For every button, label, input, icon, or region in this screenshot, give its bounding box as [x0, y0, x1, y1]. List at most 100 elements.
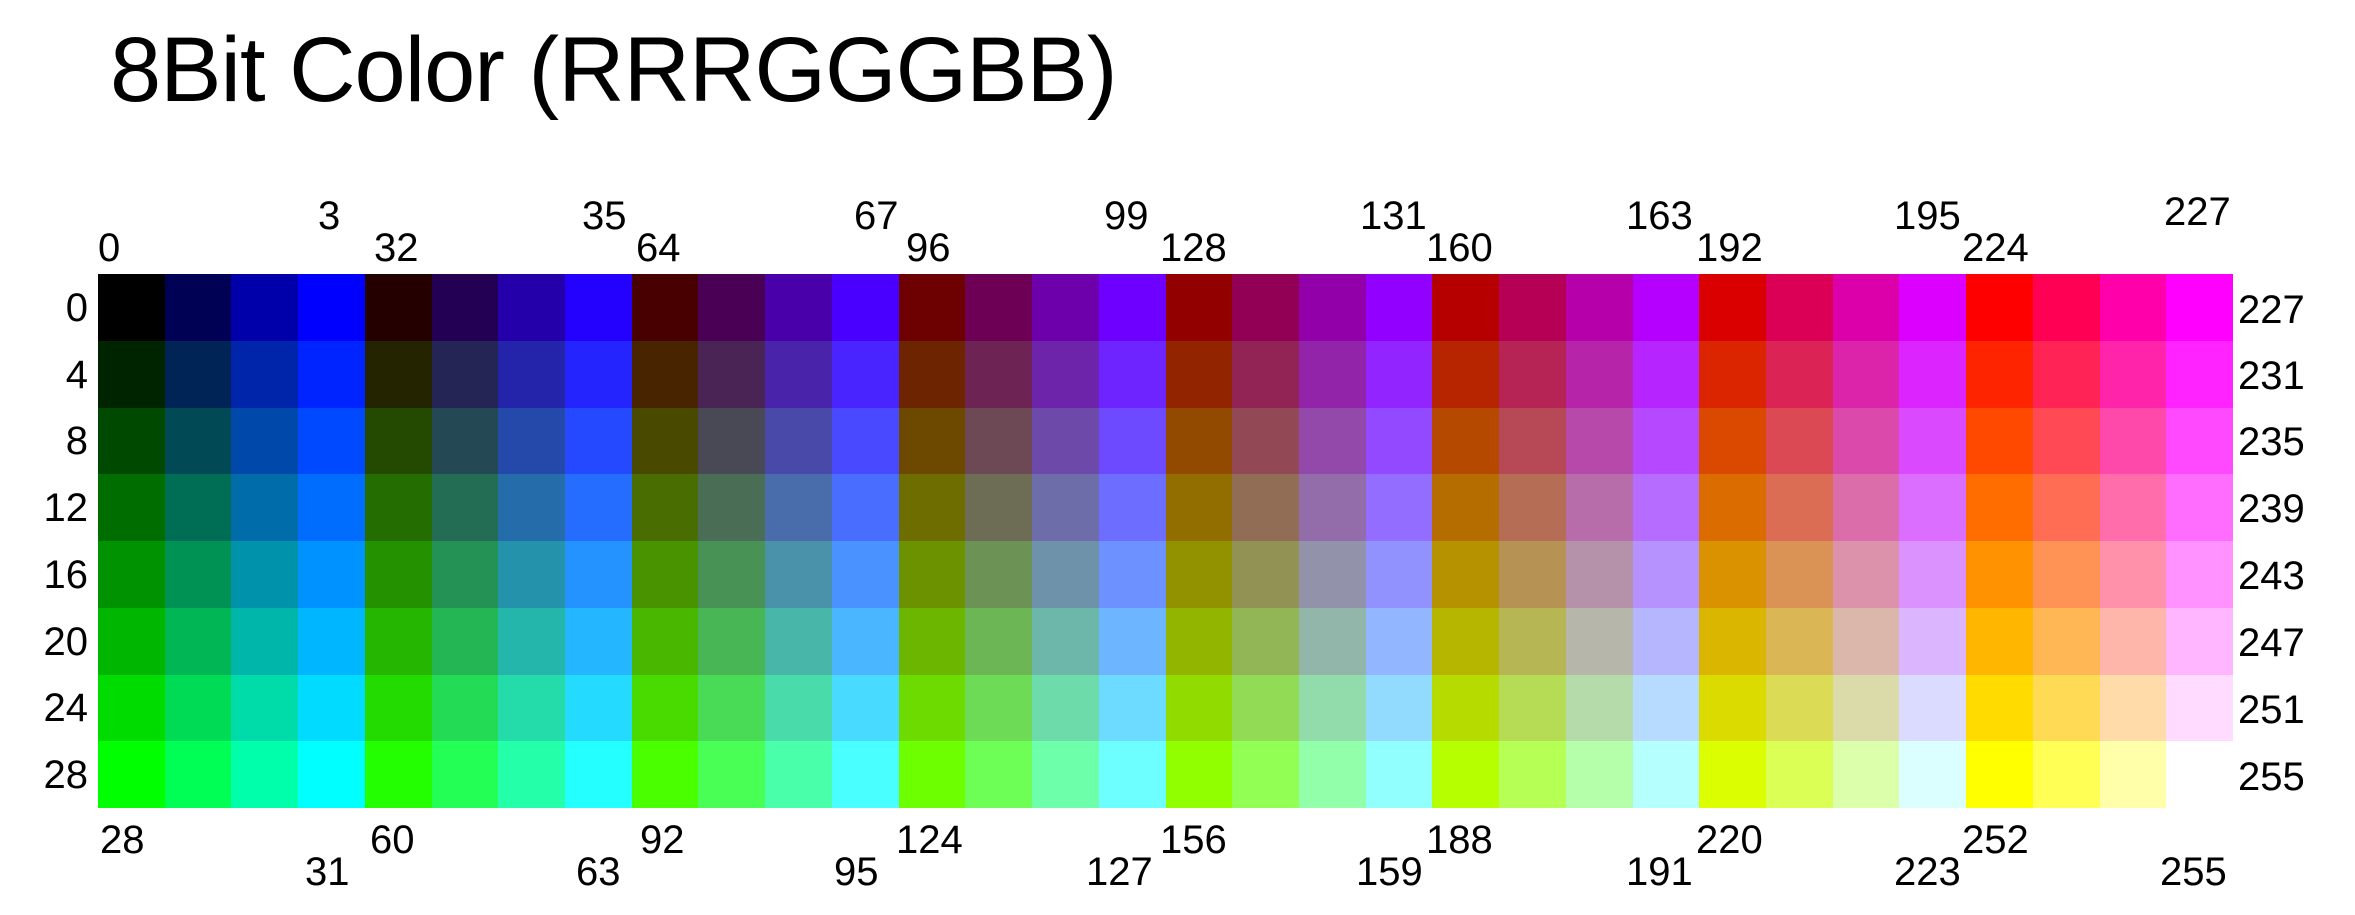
- color-cell-212: [1699, 607, 1766, 675]
- top-label-35: 35: [582, 194, 627, 238]
- color-cell-232: [1966, 407, 2033, 475]
- color-cell-128: [1165, 274, 1233, 341]
- color-cell-123: [1098, 674, 1166, 742]
- color-cell-17: [164, 541, 232, 608]
- top-label-99: 99: [1104, 194, 1149, 238]
- color-cell-157: [1232, 741, 1299, 808]
- color-cell-185: [1499, 674, 1566, 742]
- right-label-251: 251: [2238, 688, 2305, 732]
- color-cell-53: [431, 607, 499, 675]
- color-cell-251: [2166, 674, 2233, 742]
- color-cell-92: [631, 741, 699, 808]
- color-cell-254: [2099, 741, 2167, 808]
- top-label-224: 224: [1962, 226, 2029, 270]
- right-label-243: 243: [2238, 554, 2305, 598]
- color-cell-152: [1165, 674, 1233, 742]
- color-cell-69: [698, 340, 766, 408]
- color-cell-121: [965, 674, 1033, 742]
- color-cell-43: [565, 407, 632, 475]
- color-cell-184: [1432, 674, 1500, 742]
- color-cell-227: [2166, 274, 2233, 341]
- color-cell-122: [1032, 674, 1099, 742]
- color-cell-109: [965, 474, 1033, 541]
- color-cell-23: [298, 607, 365, 675]
- color-cell-58: [498, 674, 566, 742]
- color-cell-180: [1432, 607, 1500, 675]
- color-cell-133: [1232, 340, 1299, 408]
- color-cell-129: [1232, 274, 1299, 341]
- bottom-label-188: 188: [1426, 818, 1493, 862]
- color-cell-3: [298, 274, 365, 341]
- color-cell-44: [364, 474, 432, 541]
- color-cell-211: [1899, 541, 1967, 608]
- color-cell-140: [1165, 474, 1233, 541]
- color-cell-111: [1098, 474, 1166, 541]
- color-cell-68: [631, 340, 699, 408]
- color-cell-103: [1098, 340, 1166, 408]
- color-cell-89: [698, 674, 766, 742]
- color-cell-198: [1832, 340, 1900, 408]
- color-cell-113: [965, 541, 1033, 608]
- right-label-231: 231: [2238, 354, 2305, 398]
- color-cell-229: [2032, 340, 2100, 408]
- top-label-64: 64: [636, 226, 681, 270]
- color-cell-245: [2032, 607, 2100, 675]
- color-cell-117: [965, 607, 1033, 675]
- color-cell-112: [898, 541, 966, 608]
- bottom-label-156: 156: [1160, 818, 1227, 862]
- color-cell-9: [164, 407, 232, 475]
- left-label-8: 8: [65, 419, 88, 463]
- color-cell-249: [2032, 674, 2100, 742]
- color-cell-99: [1098, 274, 1166, 341]
- color-cell-108: [898, 474, 966, 541]
- color-cell-221: [1765, 741, 1833, 808]
- color-cell-20: [98, 607, 165, 675]
- color-cell-64: [631, 274, 699, 341]
- color-cell-147: [1365, 541, 1433, 608]
- color-cell-255: [2166, 741, 2233, 808]
- top-label-195: 195: [1894, 194, 1961, 238]
- color-cell-55: [565, 607, 632, 675]
- color-cell-220: [1699, 741, 1766, 808]
- color-cell-36: [364, 340, 432, 408]
- color-cell-93: [698, 741, 766, 808]
- top-label-227: 227: [2164, 190, 2231, 234]
- color-cell-161: [1499, 274, 1566, 341]
- color-cell-171: [1632, 407, 1700, 475]
- color-cell-78: [765, 474, 832, 541]
- color-cell-143: [1365, 474, 1433, 541]
- color-cell-96: [898, 274, 966, 341]
- left-label-4: 4: [65, 353, 88, 397]
- color-cell-106: [1032, 407, 1099, 475]
- bottom-label-31: 31: [305, 850, 350, 894]
- color-cell-205: [1765, 474, 1833, 541]
- color-cell-84: [631, 607, 699, 675]
- color-cell-150: [1298, 607, 1366, 675]
- right-label-235: 235: [2238, 420, 2305, 464]
- color-cell-54: [498, 607, 566, 675]
- color-cell-15: [298, 474, 365, 541]
- color-cell-244: [1966, 607, 2033, 675]
- color-cell-127: [1098, 741, 1166, 808]
- color-cell-4: [98, 340, 165, 408]
- color-cell-118: [1032, 607, 1099, 675]
- color-cell-187: [1632, 674, 1700, 742]
- color-cell-162: [1565, 274, 1633, 341]
- color-cell-167: [1632, 340, 1700, 408]
- color-cell-136: [1165, 407, 1233, 475]
- page-title: 8Bit Color (RRRGGGBB): [110, 19, 1117, 121]
- bottom-label-220: 220: [1696, 818, 1763, 862]
- color-cell-149: [1232, 607, 1299, 675]
- top-label-96: 96: [906, 226, 951, 270]
- color-cell-51: [565, 541, 632, 608]
- color-cell-231: [2166, 340, 2233, 408]
- color-cell-236: [1966, 474, 2033, 541]
- color-cell-130: [1298, 274, 1366, 341]
- color-cell-83: [831, 541, 899, 608]
- color-cell-47: [565, 474, 632, 541]
- color-cell-63: [565, 741, 632, 808]
- color-cell-195: [1899, 274, 1967, 341]
- color-cell-210: [1832, 541, 1900, 608]
- color-cell-71: [831, 340, 899, 408]
- color-cell-186: [1565, 674, 1633, 742]
